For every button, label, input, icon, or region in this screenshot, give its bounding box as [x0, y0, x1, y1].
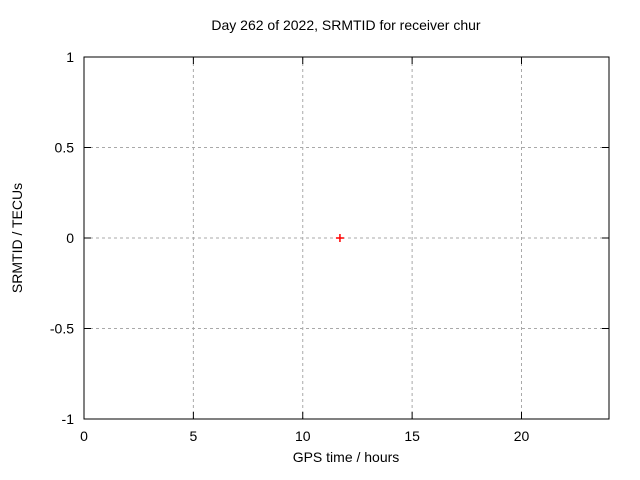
y-tick-label: 0 — [66, 230, 74, 246]
point-layer — [335, 234, 344, 242]
x-tick-label: 10 — [295, 428, 311, 444]
y-tick-label: -0.5 — [50, 321, 74, 337]
x-tick-label: 0 — [80, 428, 88, 444]
axis-layer — [83, 56, 610, 420]
x-tick-label: 15 — [404, 428, 420, 444]
grid-layer — [84, 57, 609, 419]
data-point-plus-marker — [335, 234, 344, 242]
y-axis-label: SRMTID / TECUs — [9, 183, 25, 293]
x-axis-label: GPS time / hours — [293, 449, 400, 465]
x-tick-label: 20 — [514, 428, 530, 444]
tick-label-layer: 0 5 10 15 20 -1 -0.5 0 0.5 1 — [50, 49, 530, 444]
y-tick-label: 1 — [66, 49, 74, 65]
x-tick-label: 5 — [189, 428, 197, 444]
chart-title: Day 262 of 2022, SRMTID for receiver chu… — [211, 17, 481, 33]
y-tick-label: 0.5 — [55, 140, 75, 156]
y-tick-label: -1 — [62, 411, 75, 427]
